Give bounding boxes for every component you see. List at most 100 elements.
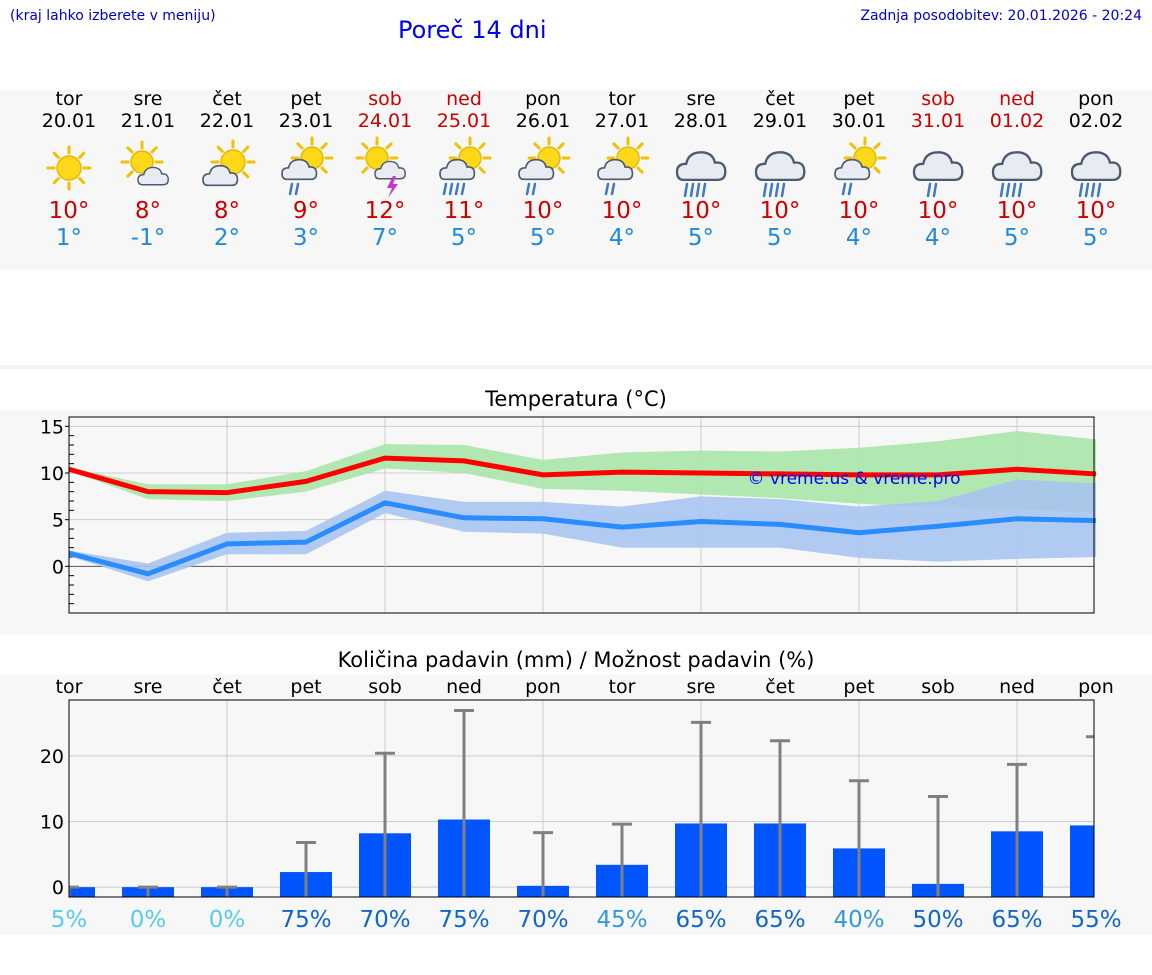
forecast-day: ned 01.02 10° 5° — [977, 88, 1057, 252]
day-date: 27.01 — [594, 110, 650, 132]
forecast-day: pet 23.01 9° 3° — [266, 88, 346, 252]
day-of-week: pet — [843, 88, 875, 110]
precip-chance-label: 50% — [912, 907, 963, 933]
day-date: 31.01 — [910, 110, 966, 132]
watermark: © vreme.us & vreme.pro — [747, 469, 960, 489]
plot-area — [69, 700, 1094, 897]
x-category-label: ned — [999, 676, 1035, 698]
cloud-sun-icon — [202, 139, 256, 187]
x-category-label: ned — [446, 676, 482, 698]
temperature-chart: 0 5 10 15 © vreme.us & vreme.pro — [40, 416, 1097, 614]
day-of-week: čet — [765, 88, 795, 110]
min-temperature: 5° — [529, 225, 557, 251]
divider — [0, 365, 1152, 369]
day-date: 26.01 — [515, 110, 571, 132]
min-temperature: 3° — [292, 225, 320, 251]
forecast-day: ned 25.01 11° 5° — [424, 88, 504, 252]
precipitation-chart-title: Količina padavin (mm) / Možnost padavin … — [337, 648, 815, 672]
x-category-label: pon — [1078, 676, 1114, 698]
min-temperature: 5° — [687, 225, 715, 251]
forecast-day: sre 28.01 10° 5° — [661, 88, 741, 252]
max-temperature: 11° — [443, 198, 485, 224]
forecast-day: čet 22.01 8° 2° — [187, 88, 267, 252]
min-temperature: -1° — [130, 225, 166, 251]
max-temperature: 9° — [292, 198, 320, 224]
x-category-label: pet — [290, 676, 321, 698]
sun-cloud-icon — [120, 140, 169, 186]
max-temperature: 8° — [213, 198, 241, 224]
x-category-label: tor — [609, 676, 636, 698]
cloud-rain-icon — [912, 151, 964, 198]
sunny-icon — [46, 145, 92, 191]
day-date: 24.01 — [357, 110, 413, 132]
precip-chance-label: 65% — [754, 907, 805, 933]
precip-chance-label: 75% — [280, 907, 331, 933]
y-tick-label: 10 — [40, 463, 64, 485]
forecast-day: čet 29.01 10° 5° — [740, 88, 820, 252]
precip-bar — [69, 887, 95, 897]
day-of-week: ned — [446, 88, 482, 110]
precip-chance-label: 70% — [517, 907, 568, 933]
forecast-day: tor 20.01 10° 1° — [29, 88, 109, 252]
x-category-label: sre — [687, 676, 716, 698]
precip-bar — [1070, 825, 1094, 897]
day-date: 30.01 — [831, 110, 887, 132]
min-temperature: 5° — [450, 225, 478, 251]
y-tick-label: 15 — [40, 416, 64, 438]
min-temperature-line — [68, 500, 1097, 577]
min-temperature: 1° — [55, 225, 83, 251]
day-of-week: sre — [133, 88, 163, 110]
min-temperature: 5° — [766, 225, 794, 251]
x-category-label: čet — [765, 676, 795, 698]
day-of-week: sob — [368, 88, 402, 110]
precip-chance-label: 55% — [1070, 907, 1121, 933]
max-temperature: 12° — [364, 198, 406, 224]
day-date: 20.01 — [41, 110, 97, 132]
max-temperature: 10° — [680, 198, 722, 224]
max-temperature: 10° — [601, 198, 643, 224]
min-temperature: 4° — [608, 225, 636, 251]
min-temperature: 7° — [371, 225, 399, 251]
precip-chance-label: 5% — [51, 907, 88, 933]
forecast-day: pon 26.01 10° 5° — [503, 88, 583, 252]
day-of-week: čet — [212, 88, 242, 110]
max-temperature-line — [68, 455, 1097, 496]
x-category-label: pon — [525, 676, 561, 698]
forecast-day: tor 27.01 10° 4° — [582, 88, 662, 252]
forecast-day: pon 02.02 10° 5° — [1056, 88, 1136, 252]
day-date: 21.01 — [120, 110, 176, 132]
max-temperature: 8° — [134, 198, 162, 224]
day-of-week: pet — [290, 88, 322, 110]
day-of-week: pon — [525, 88, 561, 110]
plot-frame — [68, 699, 1095, 898]
day-of-week: sob — [921, 88, 955, 110]
day-date: 29.01 — [752, 110, 808, 132]
day-date: 22.01 — [199, 110, 255, 132]
page-title: Poreč 14 dni — [398, 16, 547, 44]
x-category-label: sre — [134, 676, 163, 698]
day-of-week: sre — [686, 88, 716, 110]
y-tick-label: 0 — [52, 877, 64, 899]
precip-chance-label: 70% — [359, 907, 410, 933]
y-tick-label: 5 — [52, 510, 64, 532]
day-date: 23.01 — [278, 110, 334, 132]
min-temperature: 5° — [1003, 225, 1031, 251]
forecast-band — [0, 90, 1152, 270]
min-temperature: 4° — [845, 225, 873, 251]
min-temperature-range — [69, 479, 1096, 582]
sun-cloud-rain-icon — [518, 136, 571, 196]
precip-chance-label: 75% — [438, 907, 489, 933]
sun-cloud-thunder-icon — [355, 136, 406, 198]
x-category-label: sob — [368, 676, 402, 698]
min-temperature: 4° — [924, 225, 952, 251]
day-date: 25.01 — [436, 110, 492, 132]
precip-chance-label: 65% — [991, 907, 1042, 933]
max-temperature: 10° — [1075, 198, 1117, 224]
forecast-day: sob 31.01 10° 4° — [898, 88, 978, 252]
precip-chance-label: 65% — [675, 907, 726, 933]
sun-cloud-heavy-rain-icon — [439, 136, 492, 196]
precip-chance-label: 0% — [209, 907, 246, 933]
min-temperature: 5° — [1082, 225, 1110, 251]
day-date: 28.01 — [673, 110, 729, 132]
x-category-label: pet — [843, 676, 874, 698]
